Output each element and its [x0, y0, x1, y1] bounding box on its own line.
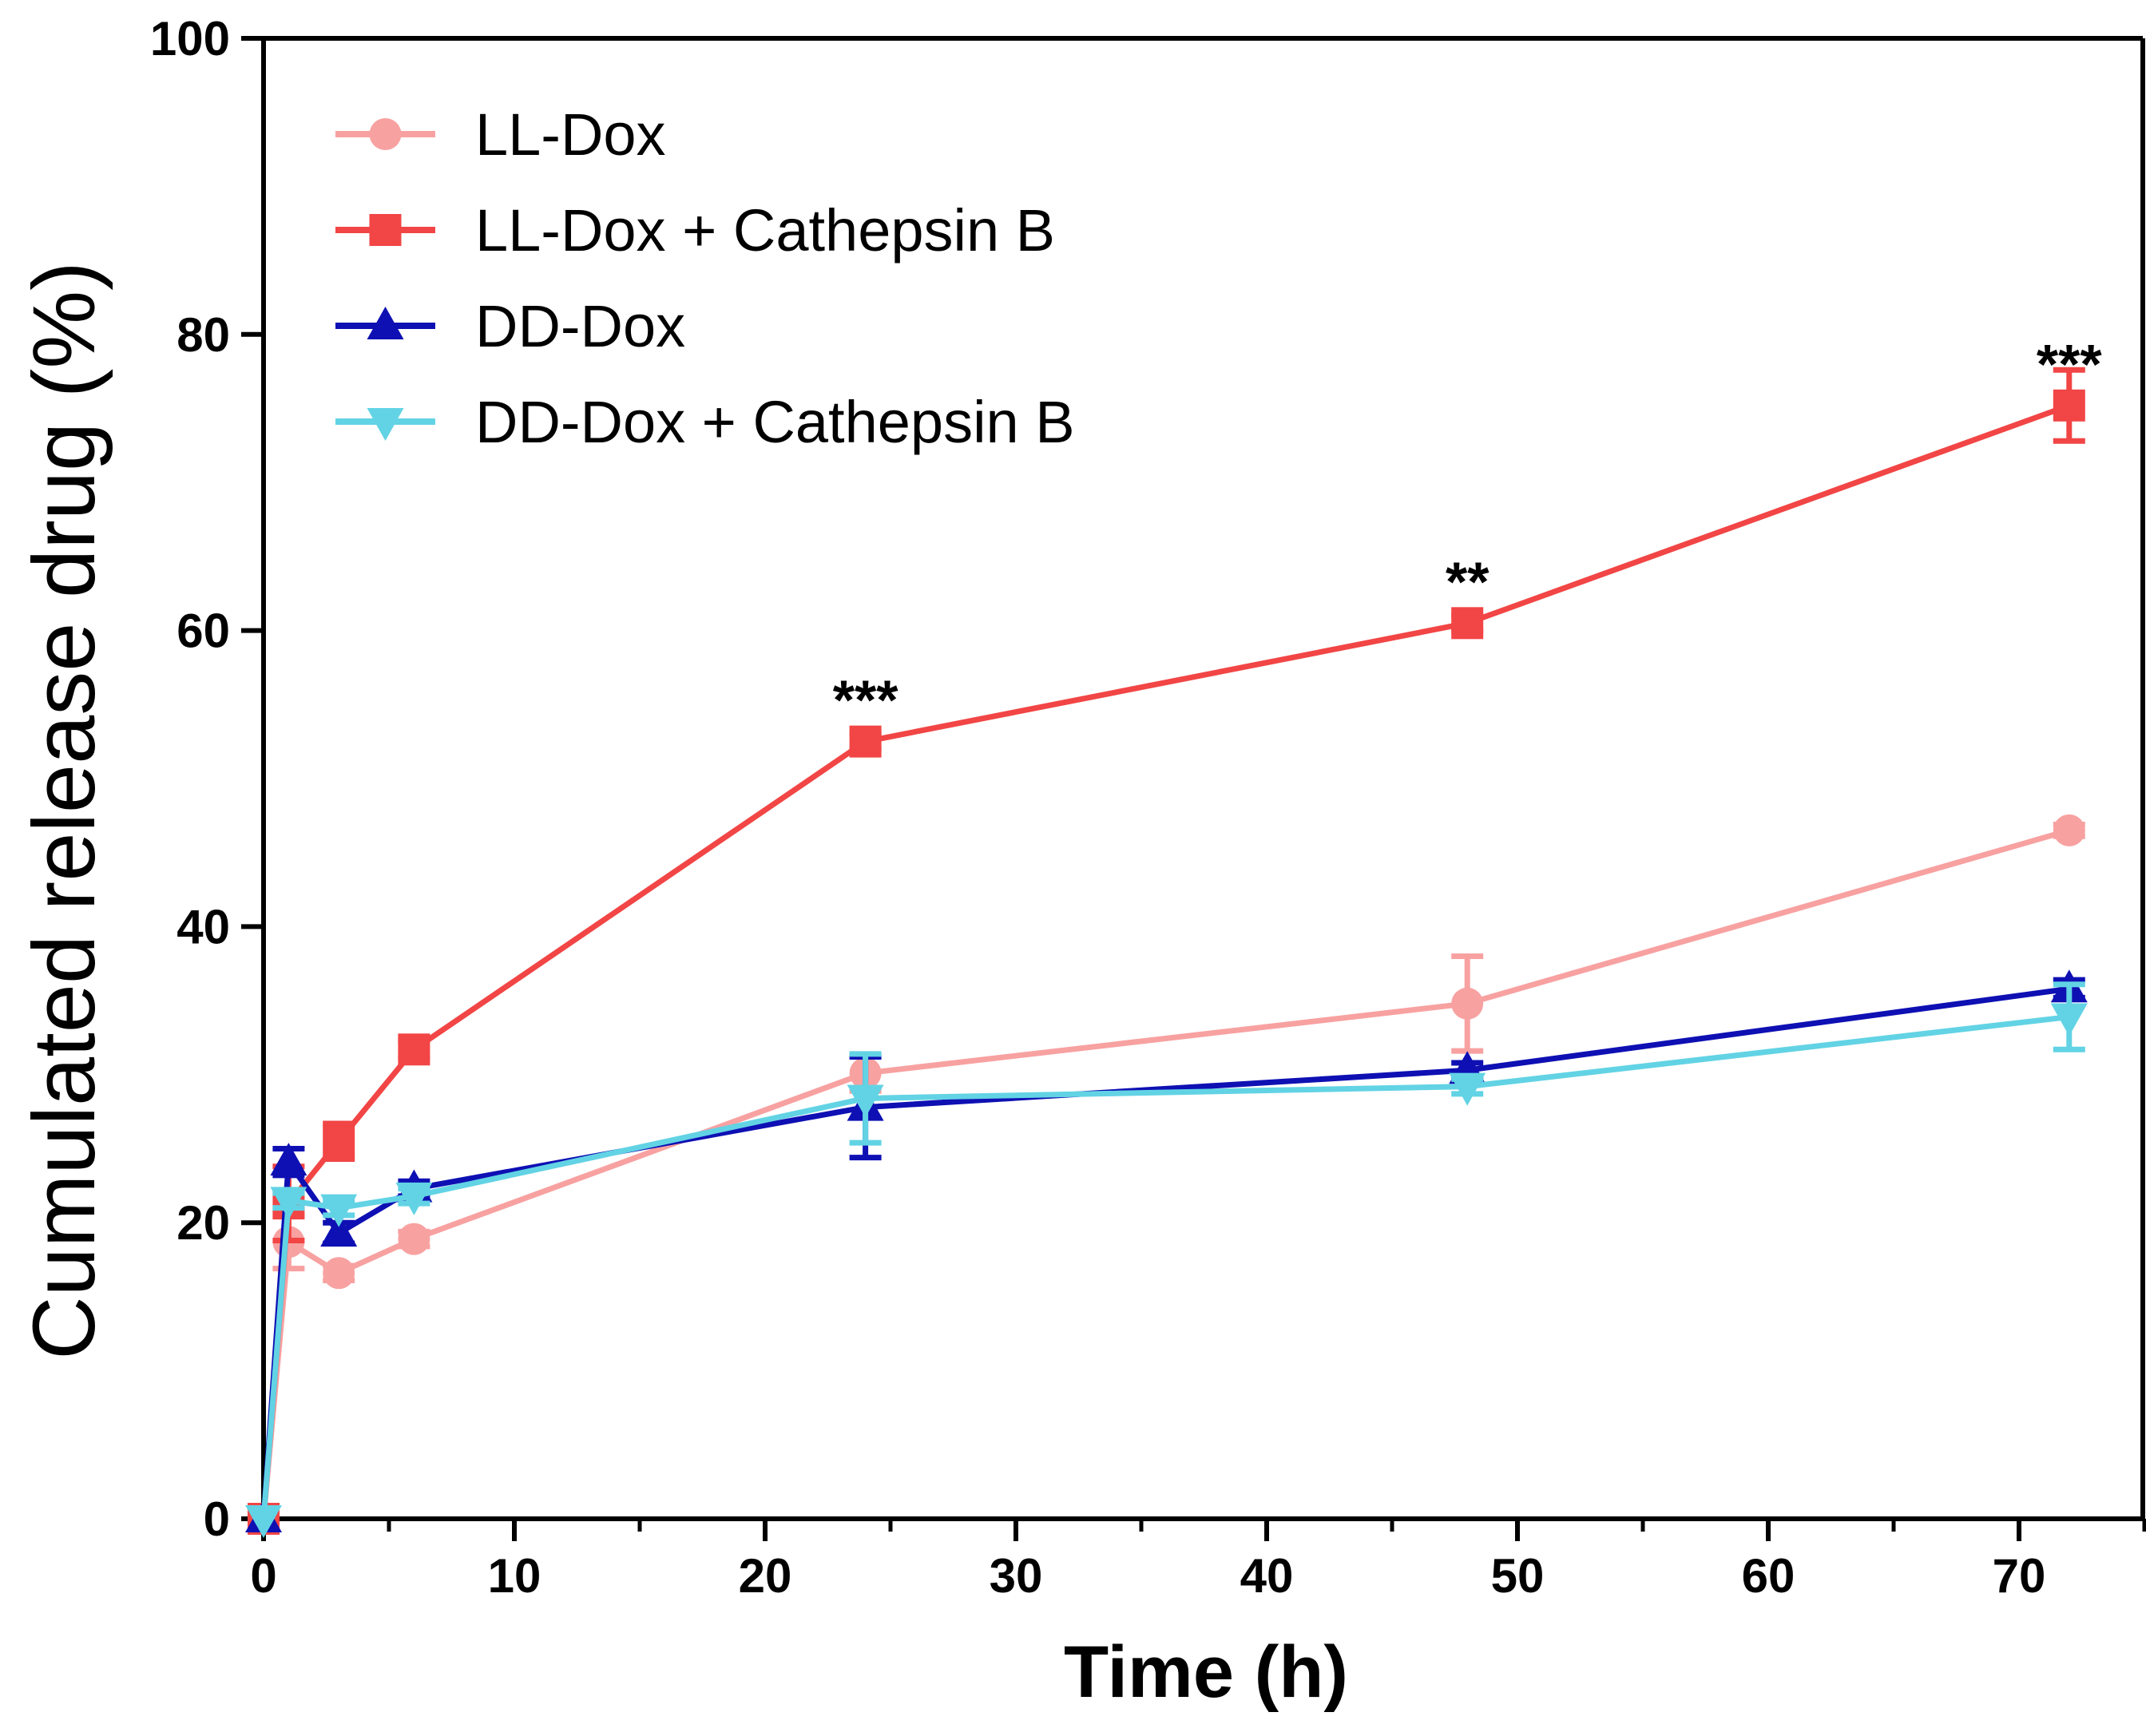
series-layer: [245, 367, 2088, 1538]
series-line: [260, 827, 2070, 1520]
y-tick-label: 0: [204, 1492, 230, 1546]
legend-label: LL-Dox: [475, 101, 666, 168]
data-point: [1449, 1072, 1486, 1106]
data-point: [270, 1143, 307, 1176]
data-point: [2053, 389, 2085, 422]
annotation-layer: ********: [833, 333, 2103, 731]
y-tick-label: 80: [177, 308, 230, 362]
data-point: [398, 1033, 430, 1066]
legend-label: DD-Dox + Cathepsin B: [475, 389, 1075, 455]
data-point: [2053, 814, 2085, 846]
data-point: [849, 725, 882, 758]
legend-marker: [367, 408, 404, 441]
x-tick-label: 60: [1742, 1549, 1795, 1603]
legend-entry: LL-Dox: [335, 101, 666, 168]
series-line: [260, 985, 2070, 1520]
significance-annotation: **: [1446, 550, 1490, 612]
series-line: [260, 1014, 2070, 1520]
y-tick-label: 40: [177, 900, 230, 953]
series-line: [260, 402, 2070, 1520]
data-point: [245, 1505, 282, 1538]
series-1: [248, 367, 2085, 1535]
x-tick-label: 10: [488, 1549, 541, 1603]
x-tick-label: 40: [1240, 1549, 1294, 1603]
x-tick-label: 70: [1993, 1549, 2046, 1603]
legend-entry: DD-Dox + Cathepsin B: [335, 389, 1075, 455]
data-point: [2050, 1003, 2088, 1036]
y-axis-title: Cumulated release drug (%): [15, 261, 113, 1360]
legend-marker: [369, 118, 402, 150]
x-tick-label: 30: [990, 1549, 1043, 1603]
significance-annotation: ***: [833, 669, 898, 731]
legend-label: DD-Dox: [475, 293, 685, 359]
x-tick-label: 0: [250, 1549, 276, 1603]
y-tick-label: 20: [177, 1196, 230, 1250]
legend: LL-Dox LL-Dox + Cathepsin B DD-Dox DD-Dox +…: [335, 101, 1075, 455]
legend-label: LL-Dox + Cathepsin B: [475, 197, 1055, 264]
data-point: [1451, 607, 1484, 640]
x-tick-label: 20: [739, 1549, 792, 1603]
axes: [261, 36, 2145, 1521]
x-tick-label: 50: [1491, 1549, 1545, 1603]
ticks: 0 20 40 60 80 100 0 10 20 30 40 50 60 70: [150, 12, 2146, 1603]
data-point: [323, 1257, 355, 1290]
y-tick-label: 100: [150, 12, 230, 65]
y-tick-label: 60: [177, 604, 230, 658]
data-point: [398, 1223, 430, 1255]
data-point: [395, 1182, 433, 1215]
legend-entry: LL-Dox + Cathepsin B: [335, 197, 1055, 264]
data-point: [320, 1214, 358, 1247]
data-point: [320, 1194, 358, 1227]
series-3: [245, 981, 2088, 1538]
significance-annotation: ***: [2037, 333, 2102, 395]
data-point: [323, 1125, 355, 1158]
data-point: [847, 1084, 884, 1118]
x-axis-title: Time (h): [1064, 1631, 1348, 1713]
data-point: [270, 1187, 307, 1220]
legend-entry: DD-Dox: [335, 293, 685, 359]
series-2: [245, 969, 2088, 1532]
data-point: [1451, 987, 1484, 1020]
legend-marker: [367, 307, 404, 339]
legend-marker: [369, 214, 402, 246]
